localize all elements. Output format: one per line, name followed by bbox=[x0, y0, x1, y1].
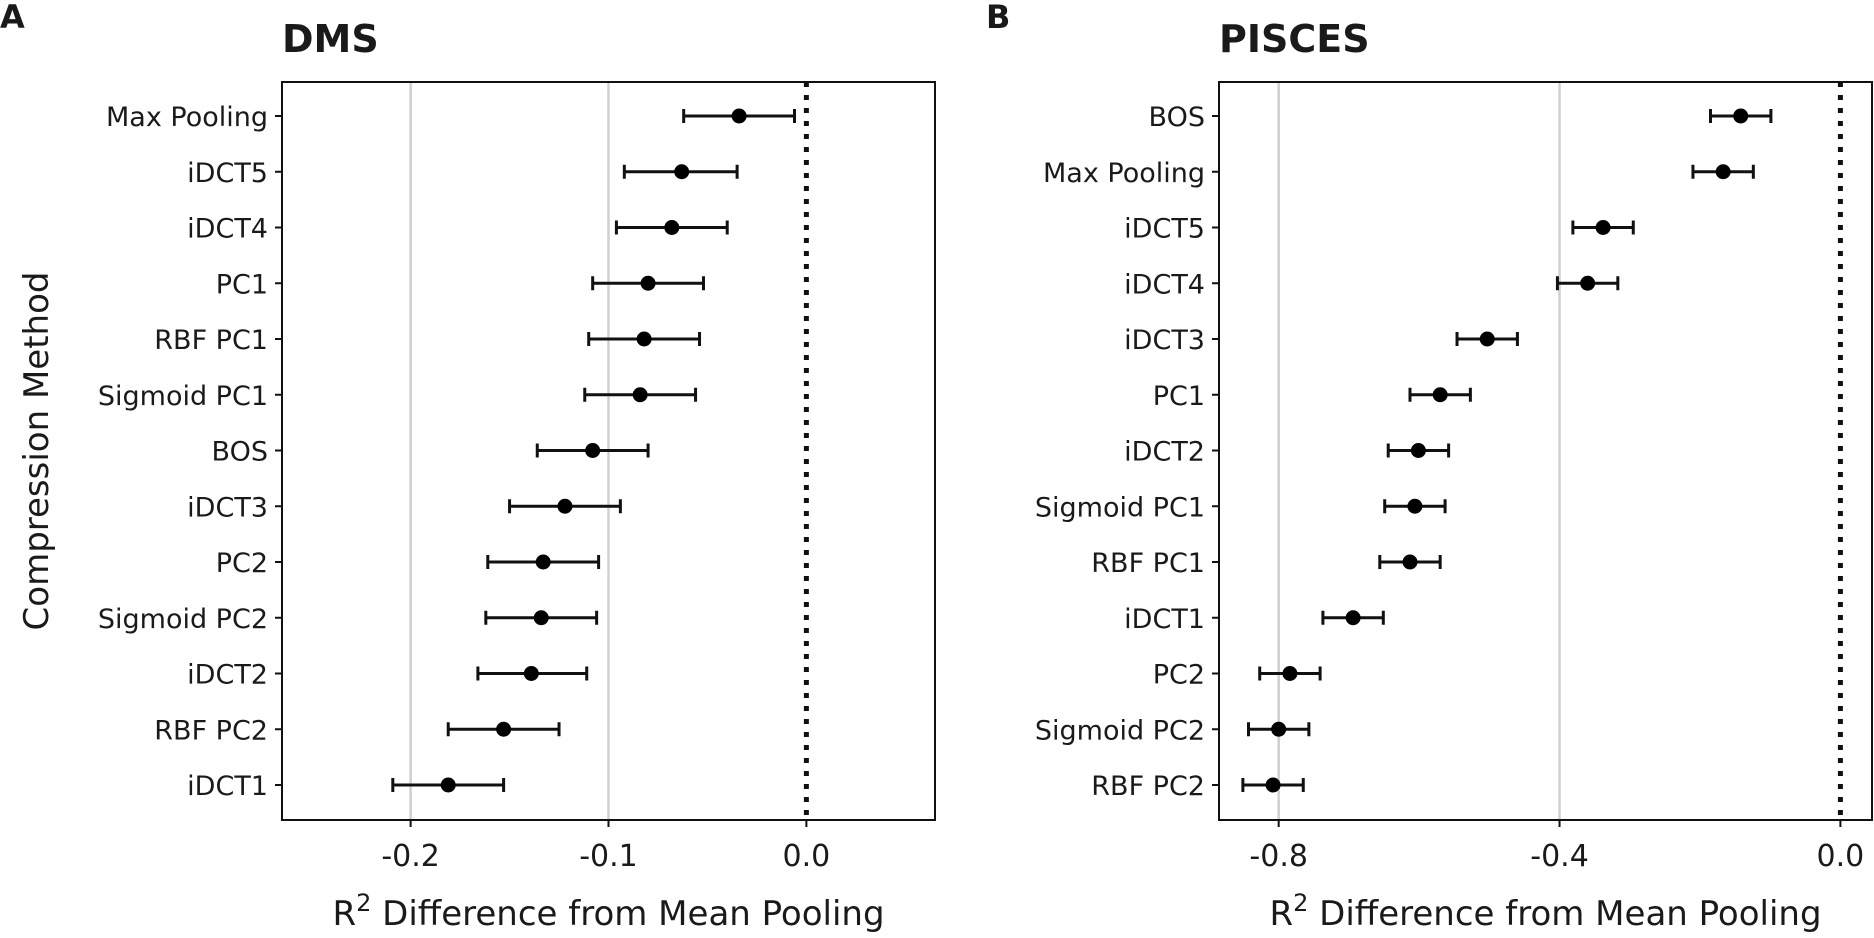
panel-B: B PISCES BOS Max Pooling iDCT5 iDCT4 iDCT3 PC1 i… bbox=[986, 0, 1873, 934]
x-tick-label: -0.8 bbox=[1249, 839, 1308, 874]
data-row: RBF PC2 bbox=[154, 715, 561, 746]
y-tick-label: PC1 bbox=[1153, 381, 1205, 412]
y-tick-label: PC2 bbox=[216, 548, 268, 579]
y-tick-label: RBF PC2 bbox=[154, 715, 268, 746]
data-point bbox=[1407, 498, 1423, 514]
data-point bbox=[632, 387, 648, 403]
data-row: Sigmoid PC2 bbox=[98, 604, 599, 635]
data-row: RBF PC2 bbox=[1091, 771, 1305, 802]
data-row: Max Pooling bbox=[106, 102, 797, 133]
data-row: iDCT1 bbox=[1124, 604, 1385, 635]
data-point bbox=[523, 666, 539, 681]
data-point bbox=[1282, 666, 1298, 681]
data-point bbox=[1271, 721, 1287, 737]
data-point bbox=[1410, 443, 1426, 458]
panel-letter: A bbox=[0, 0, 25, 36]
y-tick-label: Sigmoid PC1 bbox=[1035, 492, 1205, 523]
data-point bbox=[535, 554, 551, 570]
data-row: iDCT4 bbox=[187, 214, 729, 245]
chart-title: DMS bbox=[282, 17, 379, 61]
y-tick-label: BOS bbox=[212, 437, 268, 468]
data-point bbox=[664, 220, 680, 235]
y-tick-label: Sigmoid PC1 bbox=[98, 381, 268, 412]
data-row: iDCT1 bbox=[187, 771, 506, 802]
data-row: Max Pooling bbox=[1043, 158, 1755, 189]
data-row: RBF PC1 bbox=[154, 325, 702, 356]
data-point bbox=[674, 164, 690, 180]
y-tick-label: Max Pooling bbox=[106, 102, 268, 133]
data-point bbox=[1345, 610, 1361, 626]
data-row: PC2 bbox=[1153, 660, 1322, 691]
data-row: RBF PC1 bbox=[1091, 548, 1442, 579]
x-tick-label: -0.2 bbox=[381, 839, 440, 874]
x-axis-label: R2 Difference from Mean Pooling bbox=[1269, 889, 1821, 934]
data-point bbox=[636, 331, 652, 347]
data-point bbox=[1580, 275, 1596, 291]
data-point bbox=[557, 498, 573, 514]
data-row: BOS bbox=[1149, 102, 1773, 133]
y-tick-label: RBF PC2 bbox=[1091, 771, 1205, 802]
y-tick-label: Sigmoid PC2 bbox=[98, 604, 268, 635]
data-row: BOS bbox=[212, 437, 650, 468]
data-point bbox=[533, 610, 549, 626]
y-tick-label: iDCT4 bbox=[1124, 269, 1205, 300]
y-tick-label: PC2 bbox=[1153, 660, 1205, 691]
plot-frame bbox=[1218, 81, 1873, 821]
data-row: PC1 bbox=[216, 269, 705, 300]
y-tick-label: iDCT3 bbox=[1124, 325, 1205, 356]
data-point bbox=[1479, 331, 1495, 347]
y-tick-label: Sigmoid PC2 bbox=[1035, 715, 1205, 746]
data-row: iDCT2 bbox=[1124, 437, 1451, 468]
x-tick-label: -0.4 bbox=[1530, 839, 1589, 874]
chart-title: PISCES bbox=[1219, 17, 1370, 61]
data-point bbox=[585, 443, 601, 458]
x-tick-label: -0.1 bbox=[579, 839, 638, 874]
y-axis-label: Compression Method bbox=[17, 272, 57, 631]
data-row: iDCT3 bbox=[1124, 325, 1519, 356]
data-row: PC1 bbox=[1153, 381, 1472, 412]
y-tick-label: iDCT3 bbox=[187, 492, 268, 523]
panel-letter: B bbox=[986, 0, 1010, 36]
data-point bbox=[640, 275, 656, 291]
y-tick-label: RBF PC1 bbox=[154, 325, 268, 356]
data-point bbox=[496, 721, 512, 737]
data-point bbox=[1715, 164, 1731, 180]
data-row: iDCT5 bbox=[187, 158, 739, 189]
data-row: Sigmoid PC1 bbox=[98, 381, 698, 412]
y-tick-label: iDCT1 bbox=[1124, 604, 1205, 635]
y-tick-label: iDCT1 bbox=[187, 771, 268, 802]
data-point bbox=[1402, 554, 1418, 570]
data-point bbox=[440, 777, 456, 793]
x-axis-label: R2 Difference from Mean Pooling bbox=[332, 889, 884, 934]
y-tick-label: BOS bbox=[1149, 102, 1205, 133]
data-row: iDCT2 bbox=[187, 660, 589, 691]
data-row: Sigmoid PC2 bbox=[1035, 715, 1311, 746]
data-point bbox=[731, 108, 747, 124]
data-point bbox=[1432, 387, 1448, 403]
x-tick-label: 0.0 bbox=[783, 839, 831, 874]
data-point bbox=[1733, 108, 1749, 124]
y-tick-label: iDCT5 bbox=[187, 158, 268, 189]
y-tick-label: iDCT5 bbox=[1124, 214, 1205, 245]
y-tick-label: iDCT2 bbox=[1124, 437, 1205, 468]
data-row: iDCT3 bbox=[187, 492, 622, 523]
y-tick-label: Max Pooling bbox=[1043, 158, 1205, 189]
data-row: PC2 bbox=[216, 548, 601, 579]
data-point bbox=[1265, 777, 1281, 793]
y-tick-label: PC1 bbox=[216, 269, 268, 300]
data-row: iDCT4 bbox=[1124, 269, 1620, 300]
panel-A: A DMS Max Pooling iDCT5 iDCT4 PC1 RBF PC1 Sigmo… bbox=[0, 0, 936, 934]
y-tick-label: RBF PC1 bbox=[1091, 548, 1205, 579]
data-point bbox=[1595, 220, 1611, 235]
x-tick-label: 0.0 bbox=[1817, 839, 1865, 874]
data-row: Sigmoid PC1 bbox=[1035, 492, 1447, 523]
y-tick-label: iDCT4 bbox=[187, 214, 268, 245]
y-tick-label: iDCT2 bbox=[187, 660, 268, 691]
data-row: iDCT5 bbox=[1124, 214, 1635, 245]
